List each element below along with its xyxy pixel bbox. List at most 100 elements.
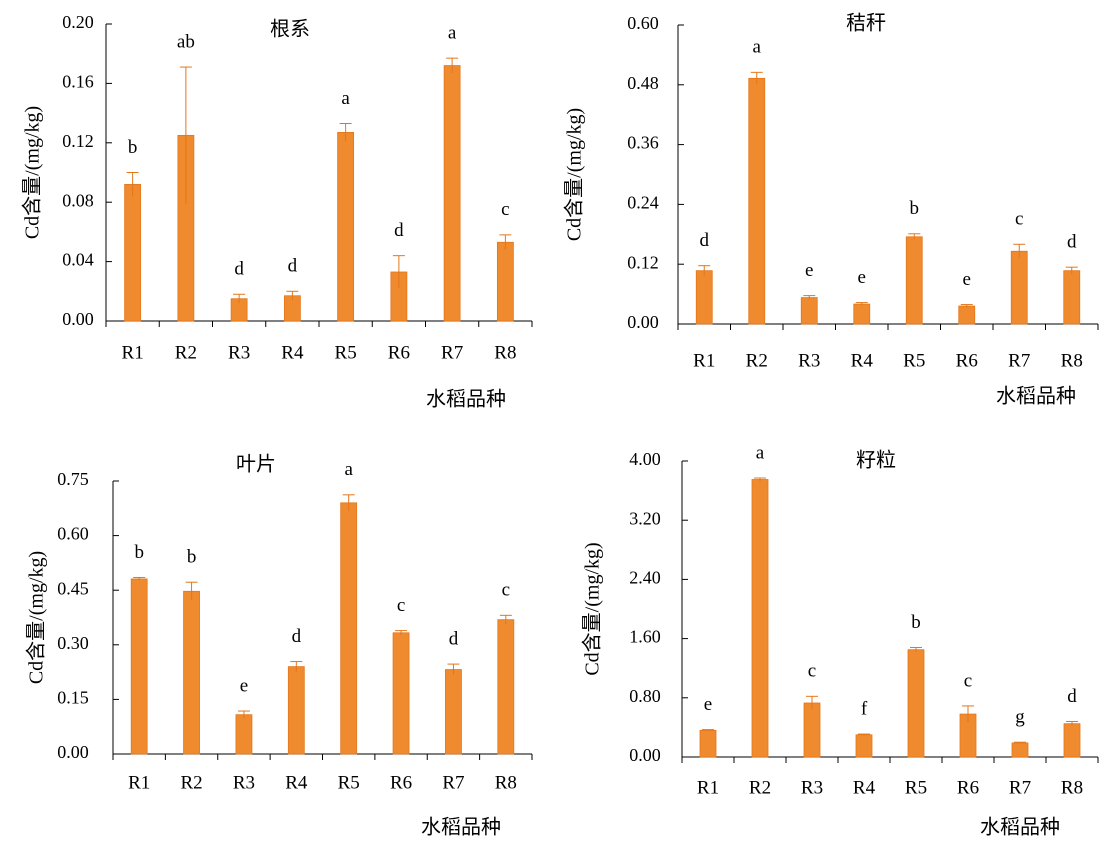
significance-letter: d [1067,686,1077,707]
bar [751,479,769,758]
y-tick-label: 4.00 [629,449,661,469]
y-tick-label: 0.12 [627,252,659,272]
bar [287,666,305,755]
y-tick-label: 2.40 [629,568,661,588]
y-tick-label: 0.00 [62,309,94,329]
y-tick-label: 0.60 [627,13,659,33]
y-tick-label: 0.80 [629,686,661,706]
chart-panel-1: 根系 0.00 0.04 0.08 0.12 0.16 0.20 Cd含量/(mg/kg) 水稻… [21,12,533,411]
significance-letter: e [858,267,866,288]
x-axis-label: 水稻品种 [426,388,506,411]
significance-letter: d [1067,232,1077,253]
x-tick-label: R6 [956,350,978,371]
bar [905,236,923,325]
significance-letter: b [187,547,197,568]
x-tick-label: R2 [749,777,771,798]
x-tick-label: R3 [233,772,255,793]
bar [699,729,717,758]
significance-letter: a [344,459,353,480]
significance-letter: g [1015,707,1025,728]
y-tick-label: 0.36 [627,133,659,153]
y-tick-label: 0.00 [629,745,661,765]
bar [695,270,713,325]
y-tick-label: 0.00 [57,742,89,762]
bar [958,305,976,325]
y-tick-label: 0.12 [62,131,94,151]
significance-letter: d [449,628,459,649]
x-tick-label: R7 [1009,777,1031,798]
bar [445,669,462,755]
x-tick-label: R4 [851,350,874,371]
chart-panel-2: 秸秆 0.00 0.12 0.24 0.36 0.48 0.60 Cd含量/(mg/kg) 水稻… [563,12,1099,408]
y-tick-label: 0.30 [57,633,89,653]
significance-letter: a [753,37,762,58]
y-tick-label: 0.60 [57,524,89,544]
y-tick-label: 0.16 [62,72,94,92]
bar [337,132,355,322]
x-tick-label: R5 [338,772,360,793]
x-tick-label: R8 [1061,777,1083,798]
significance-letter: c [1015,209,1023,230]
chart-title: 秸秆 [846,12,886,35]
significance-letter: d [288,256,298,277]
x-tick-label: R7 [442,772,464,793]
x-axis-label: 水稻品种 [980,816,1060,839]
significance-letter: d [234,259,244,280]
y-tick-label: 0.45 [57,578,89,598]
x-tick-label: R5 [335,342,357,363]
chart-panel-4: 籽粒 0.00 0.80 1.60 2.40 3.20 4.00 Cd含量/(mg/kg) 水稻… [581,442,1099,839]
bar [340,502,358,755]
significance-letter: e [240,675,248,696]
significance-letter: d [292,626,302,647]
x-tick-label: R3 [228,342,250,363]
x-tick-label: R2 [180,772,202,793]
bar [443,65,461,322]
x-tick-label: R8 [1061,350,1083,371]
bar [748,77,766,325]
x-tick-label: R1 [697,777,719,798]
significance-letter: b [128,137,138,158]
y-tick-label: 0.15 [57,688,89,708]
y-tick-label: 3.20 [629,508,661,528]
x-tick-label: R4 [281,342,304,363]
x-tick-label: R8 [494,342,516,363]
significance-letter: a [341,88,350,109]
bar [1063,723,1081,758]
bar [800,297,818,325]
x-tick-label: R6 [388,342,410,363]
bar [392,632,410,755]
x-tick-label: R1 [693,350,715,371]
x-tick-label: R2 [175,342,197,363]
significance-letter: d [394,220,404,241]
x-tick-label: R5 [903,350,925,371]
chart-title: 叶片 [236,453,276,476]
y-tick-label: 0.75 [57,469,89,489]
bar [1010,250,1028,325]
bar [1011,742,1029,758]
x-tick-label: R3 [798,350,820,371]
y-tick-label: 0.48 [627,73,659,93]
significance-letter: b [910,198,920,219]
bar [853,303,871,325]
significance-letter: c [808,661,816,682]
significance-letter: a [448,23,457,44]
x-tick-label: R4 [285,772,308,793]
x-tick-label: R8 [495,772,517,793]
y-tick-label: 0.08 [62,190,94,210]
x-tick-label: R2 [746,350,768,371]
significance-letter: a [756,442,765,463]
significance-letter: e [963,269,971,290]
x-tick-label: R1 [128,772,150,793]
significance-letter: b [911,612,921,633]
significance-letter: c [964,670,972,691]
bar [855,734,873,758]
y-axis-label: Cd含量/(mg/kg) [563,108,586,241]
x-tick-label: R4 [853,777,876,798]
x-tick-label: R6 [390,772,412,793]
y-tick-label: 0.20 [62,12,94,32]
significance-letter: b [134,542,144,563]
bar [1063,270,1081,325]
chart-title: 根系 [270,18,310,41]
x-axis-label: 水稻品种 [996,385,1076,408]
